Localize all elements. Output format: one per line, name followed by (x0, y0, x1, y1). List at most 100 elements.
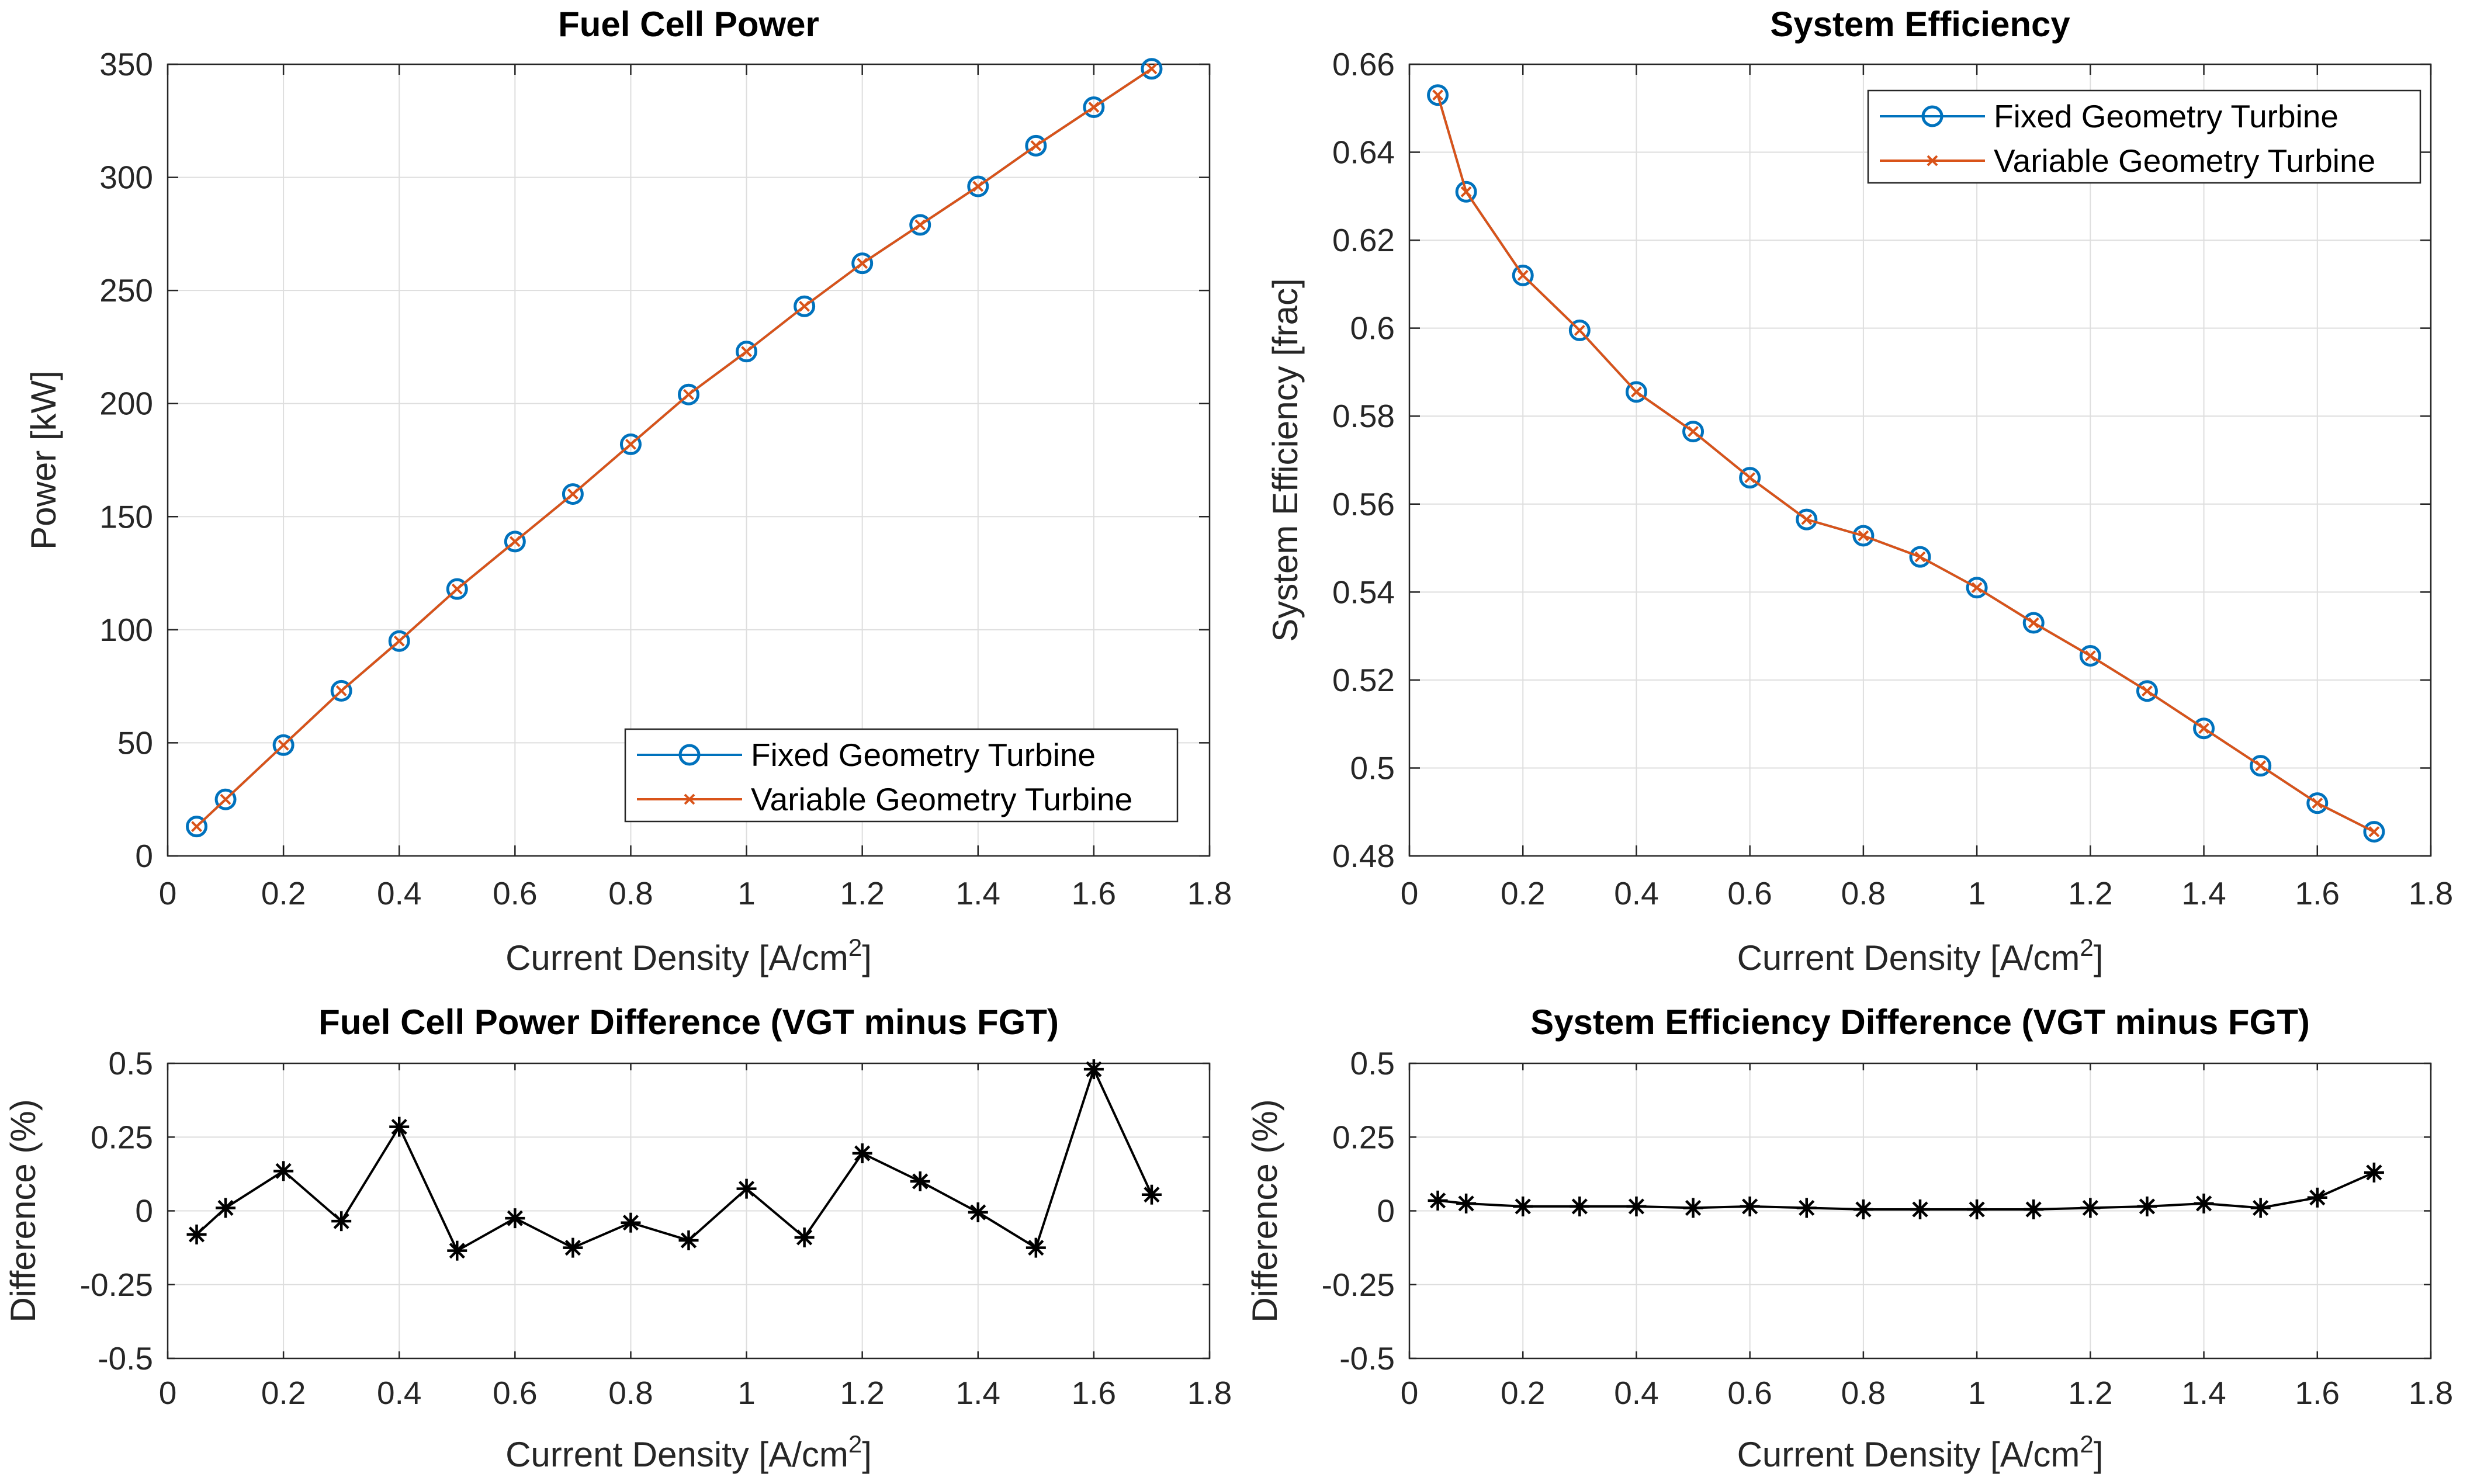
x-tick-label: 1 (1968, 875, 1986, 911)
legend: Fixed Geometry Turbine Variable Geometry … (624, 728, 1179, 823)
y-tick-label: 0.5 (1350, 1045, 1395, 1081)
x-tick-label: 1.6 (1072, 1375, 1116, 1411)
data-point (504, 531, 526, 553)
data-point (1428, 1190, 1448, 1211)
data-point (625, 438, 636, 450)
data-point (2363, 821, 2385, 843)
y-tick-label: 150 (99, 498, 153, 535)
series-variable-geometry-turbine (191, 63, 1158, 833)
x-tick-label: 1 (1968, 1375, 1986, 1411)
y-tick-label: 0 (1377, 1193, 1395, 1229)
data-point (1030, 140, 1042, 151)
plot-area (1409, 64, 2431, 856)
data-point (273, 1161, 294, 1181)
data-point (678, 1230, 699, 1250)
data-point (563, 1237, 583, 1258)
data-point (2364, 1162, 2384, 1183)
y-tick-label: 250 (99, 272, 153, 308)
legend-marker (1927, 155, 1938, 167)
data-point (216, 1198, 236, 1218)
data-point (1512, 264, 1534, 286)
data-point (388, 630, 410, 652)
data-point (186, 1224, 207, 1244)
x-tick-label: 1.4 (956, 1375, 1000, 1411)
legend-marker (1921, 105, 1943, 127)
data-point (851, 252, 874, 275)
y-tick-label: 0.6 (1350, 310, 1395, 346)
x-tick-label: 1.4 (956, 875, 1000, 911)
data-point (2136, 680, 2158, 702)
legend-marker (678, 744, 701, 766)
data-point (2022, 612, 2045, 634)
y-tick-label: -0.25 (1322, 1267, 1395, 1303)
x-tick-label: 0.2 (261, 1375, 306, 1411)
data-point (1853, 1199, 1873, 1219)
data-point (852, 1143, 872, 1164)
y-axis-label: Difference (%) (1245, 1099, 1284, 1322)
data-point (186, 816, 208, 838)
data-point (1574, 325, 1585, 336)
data-point (1026, 1237, 1046, 1258)
data-point (2306, 792, 2329, 814)
data-point (451, 583, 463, 595)
x-tick-label: 1.6 (1072, 875, 1116, 911)
data-point (446, 578, 468, 600)
x-tick-label: 1.4 (2181, 875, 2226, 911)
legend-label: Variable Geometry Turbine (1994, 143, 2375, 179)
data-point (1796, 1198, 1817, 1218)
y-tick-label: 300 (99, 160, 153, 196)
data-point (1967, 1199, 1987, 1219)
y-tick-label: 0.48 (1332, 838, 1395, 874)
y-tick-label: -0.5 (1339, 1340, 1395, 1376)
data-point (972, 181, 984, 192)
y-tick-label: 50 (117, 724, 153, 761)
data-point (1909, 546, 1931, 568)
x-axis-label: Current Density [A/cm2] (505, 1430, 872, 1474)
data-point (914, 219, 926, 231)
chart-title: Fuel Cell Power Difference (VGT minus FG… (318, 1003, 1059, 1042)
data-point (736, 1178, 757, 1199)
data-point (278, 739, 289, 751)
data-point (799, 300, 810, 312)
x-tick-label: 0.8 (608, 1375, 653, 1411)
legend-label: Fixed Geometry Turbine (751, 737, 1096, 773)
data-point (562, 483, 584, 505)
data-point (1570, 1196, 1590, 1216)
data-point (567, 488, 578, 500)
data-point (1801, 514, 1813, 525)
chart-title: System Efficiency Difference (VGT minus … (1530, 1003, 2310, 1042)
data-point (619, 433, 642, 455)
data-point (1455, 181, 1477, 203)
x-tick-label: 1.8 (2409, 875, 2453, 911)
x-tick-label: 1 (737, 875, 756, 911)
data-point (1625, 381, 1647, 403)
data-point (1739, 467, 1761, 489)
data-point (1966, 577, 1988, 599)
x-tick-label: 0.4 (1614, 1375, 1658, 1411)
data-point (909, 214, 931, 236)
legend-box (1867, 89, 2421, 184)
data-point (968, 1202, 988, 1223)
series-line (196, 1066, 1153, 1253)
y-axis-label: System Efficiency [frac] (1266, 278, 1305, 642)
data-point (1025, 134, 1047, 157)
data-point (2368, 826, 2380, 838)
data-point (736, 341, 758, 363)
chart-title: System Efficiency (1770, 5, 2070, 44)
data-point (1146, 63, 1158, 75)
axes-box (167, 63, 1211, 857)
x-tick-label: 1.2 (840, 875, 884, 911)
chart-fc-power-diff: 0 0.2 0.4 0.6 0.8 1 1.2 1.4 1.6 1.8 -0.5 -0.25 0 0.25… (4, 1003, 1232, 1474)
y-tick-label: 0.5 (109, 1045, 153, 1081)
data-point (2142, 685, 2153, 697)
y-tick-label: 0.52 (1332, 662, 1395, 698)
x-tick-label: 1.6 (2295, 875, 2340, 911)
data-point (393, 635, 405, 647)
data-point (1083, 96, 1105, 119)
x-tick-label: 0 (1401, 1375, 1419, 1411)
x-tick-label: 0.8 (1841, 1375, 1886, 1411)
chart-title: Fuel Cell Power (558, 5, 819, 44)
data-point (2194, 1193, 2214, 1213)
y-axis-label: Power [kW] (24, 370, 63, 550)
data-point (214, 788, 237, 810)
